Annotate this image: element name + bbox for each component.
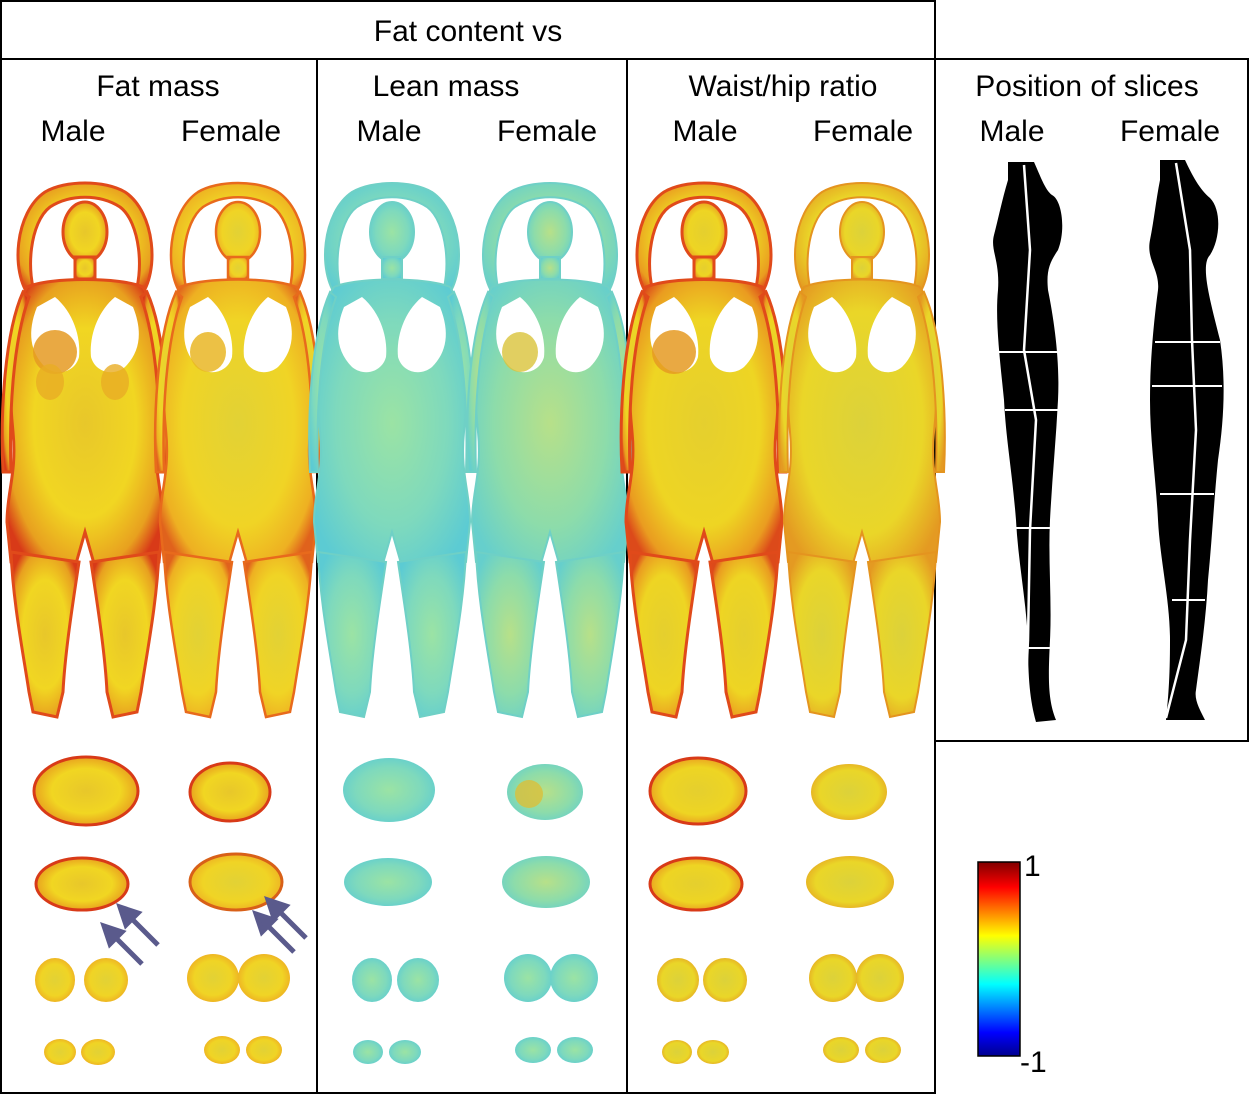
label-male-slices: Male xyxy=(979,115,1045,148)
label-female-fat: Female xyxy=(180,115,282,148)
label-female-waist: Female xyxy=(812,115,914,148)
label-female-lean: Female xyxy=(496,115,598,148)
panel-title-waist-hip: Waist/hip ratio xyxy=(688,70,878,103)
sagittal-female xyxy=(1149,160,1224,720)
thigh-slices xyxy=(35,954,904,1002)
figure-title: Fat content vs xyxy=(373,15,563,48)
label-male-lean: Male xyxy=(356,115,422,148)
panel-title-slice-position: Position of slices xyxy=(975,70,1199,103)
colorbar-min-label: -1 xyxy=(1020,1046,1047,1079)
label-male-fat: Male xyxy=(40,115,106,148)
panel-title-fat-mass: Fat mass xyxy=(96,70,220,103)
label-female-slices: Female xyxy=(1119,115,1221,148)
arrow-icon xyxy=(100,896,308,966)
colorbar xyxy=(977,861,1021,1057)
panel-title-lean-mass: Lean mass xyxy=(372,70,520,103)
sagittal-male xyxy=(993,162,1063,722)
colorbar-max-label: 1 xyxy=(1024,850,1041,883)
label-male-waist: Male xyxy=(672,115,738,148)
